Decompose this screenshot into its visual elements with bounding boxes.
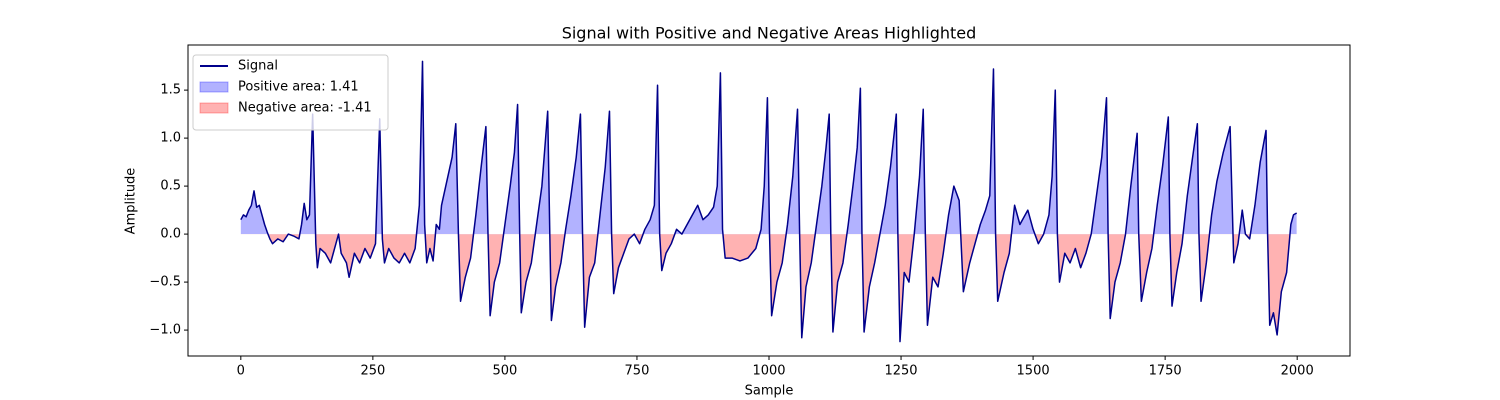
y-tick-label: 1.0 <box>160 131 181 146</box>
y-tick-label: 1.5 <box>160 83 181 98</box>
x-tick-label: 1500 <box>1017 364 1050 379</box>
legend-label: Negative area: -1.41 <box>238 101 372 116</box>
y-tick-label: 0.0 <box>160 227 181 242</box>
legend-swatch <box>199 81 229 93</box>
x-tick-label: 500 <box>492 364 517 379</box>
x-tick-label: 1750 <box>1149 364 1182 379</box>
chart-title: Signal with Positive and Negative Areas … <box>562 24 977 43</box>
negative-area <box>240 234 1297 342</box>
legend-label: Positive area: 1.41 <box>238 80 359 95</box>
x-tick-label: 750 <box>625 364 650 379</box>
legend-box <box>192 54 389 131</box>
y-tick-label: −1.0 <box>149 323 181 338</box>
x-tick-label: 250 <box>360 364 385 379</box>
x-tick-label: 1000 <box>752 364 785 379</box>
y-axis-label: Amplitude <box>124 168 139 235</box>
signal-line <box>240 60 1298 343</box>
y-tick-label: 0.5 <box>160 179 181 194</box>
x-tick-label: 0 <box>237 364 245 379</box>
legend-label: Signal <box>238 59 278 74</box>
x-tick-label: 1250 <box>884 364 917 379</box>
x-tick-label: 2000 <box>1281 364 1314 379</box>
y-tick-label: −0.5 <box>149 275 181 290</box>
x-axis-label: Sample <box>745 384 794 399</box>
legend-swatch <box>199 102 229 114</box>
